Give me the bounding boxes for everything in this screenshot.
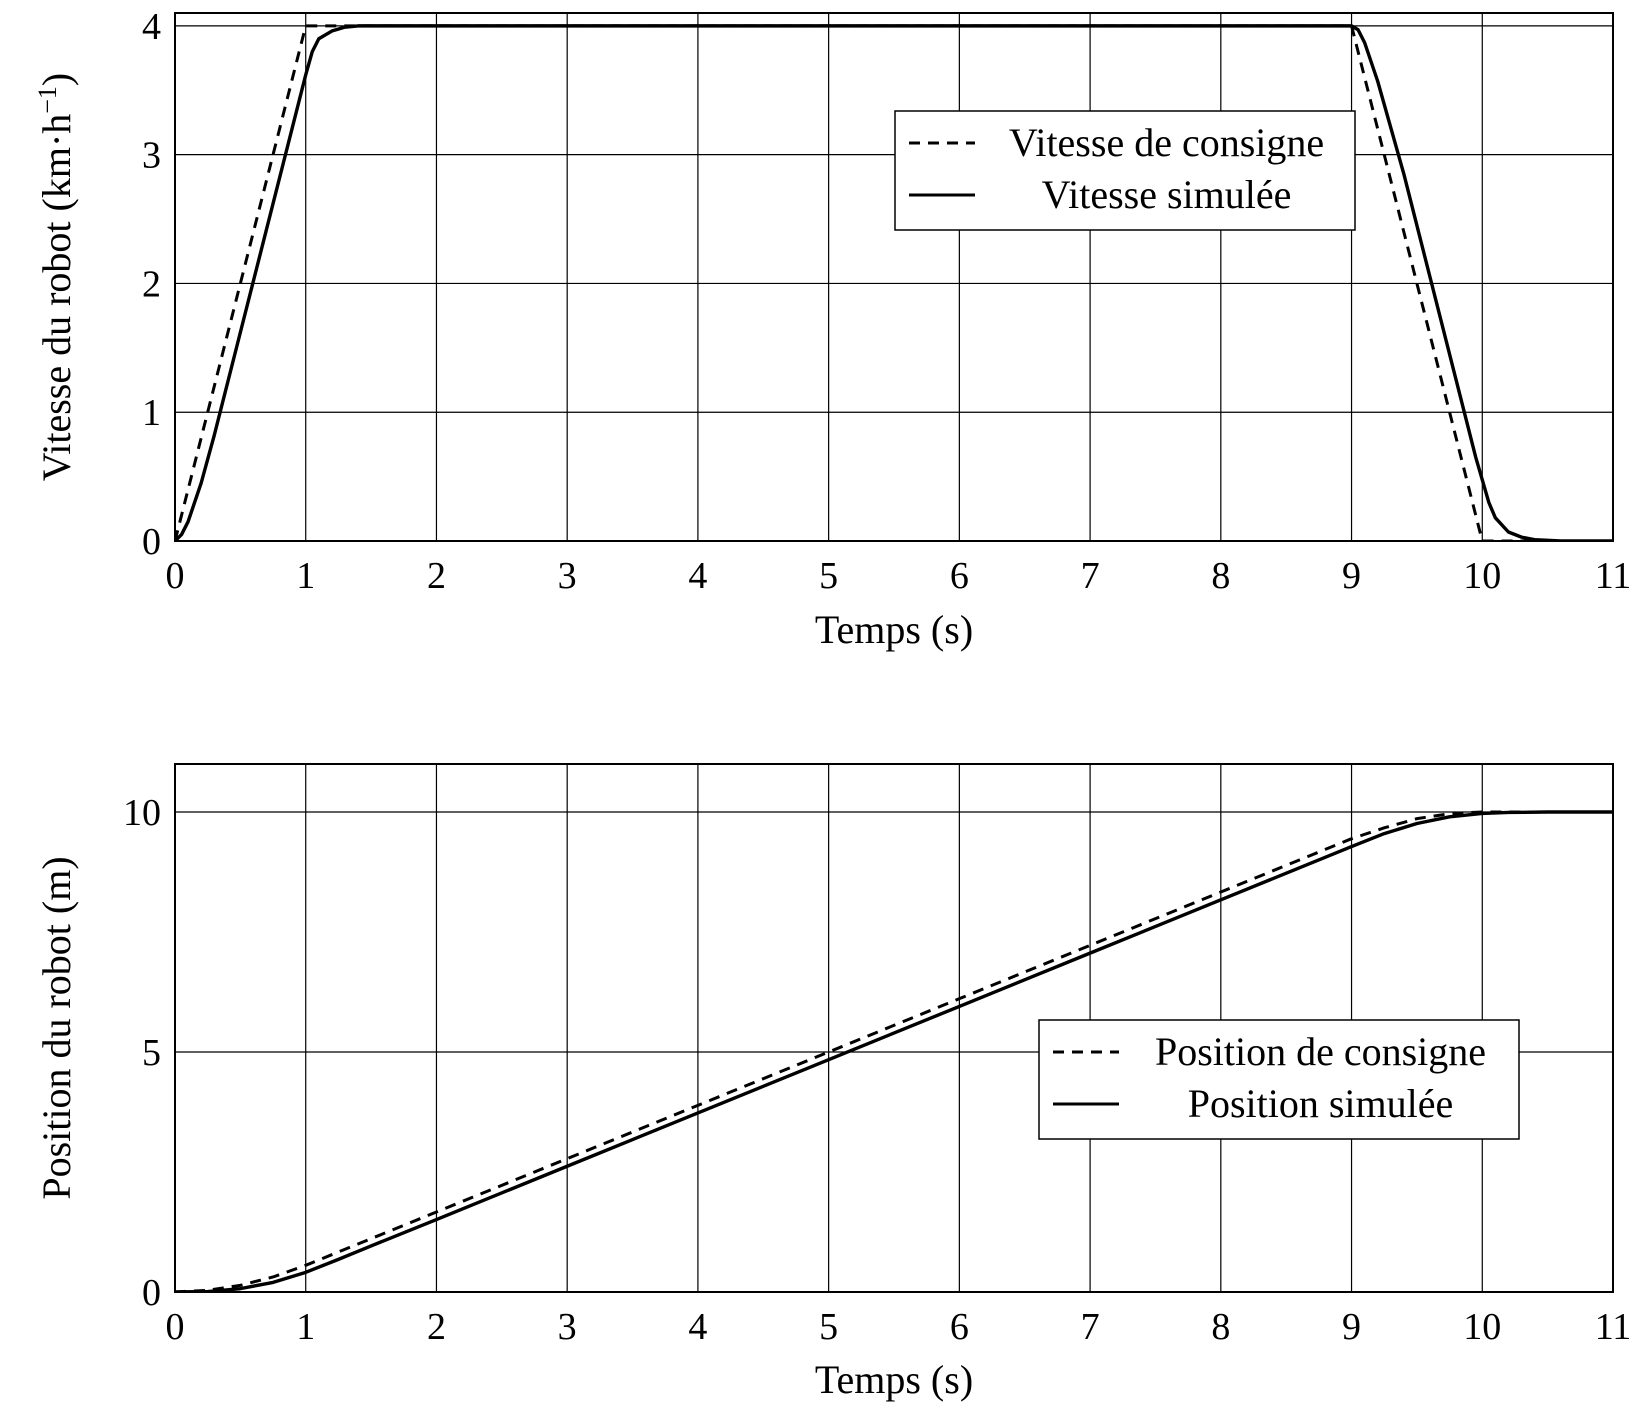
position-x-ticks: 0 1 2 3 4 5 6 7 8 9 10 11	[166, 1306, 1632, 1348]
x-tick-label: 1	[296, 555, 315, 597]
x-tick-label: 4	[688, 555, 707, 597]
velocity-legend: Vitesse de consigne Vitesse simulée	[894, 110, 1356, 231]
position-chart: 0 1 2 3 4 5 6 7 8 9 10 11 0 5 10 Temps (s) Position d…	[34, 763, 1632, 1402]
velocity-series	[175, 24, 1613, 541]
velocity-grid	[174, 13, 1614, 542]
x-tick-label: 11	[1595, 555, 1632, 597]
x-tick-label: 0	[166, 555, 185, 597]
velocity-legend-label-simulee: Vitesse simulée	[1042, 172, 1292, 217]
position-x-axis-title: Temps (s)	[815, 1357, 973, 1402]
x-tick-label: 6	[950, 555, 969, 597]
x-tick-label: 8	[1211, 1306, 1230, 1348]
x-tick-label: 6	[950, 1306, 969, 1348]
x-tick-label: 10	[1463, 555, 1501, 597]
x-tick-label: 2	[427, 1306, 446, 1348]
x-tick-label: 11	[1595, 1306, 1632, 1348]
x-tick-label: 7	[1081, 555, 1100, 597]
x-tick-label: 9	[1342, 1306, 1361, 1348]
velocity-legend-label-consigne: Vitesse de consigne	[1009, 120, 1324, 165]
x-tick-label: 7	[1081, 1306, 1100, 1348]
velocity-y-axis-title-main: Vitesse du robot (km·h	[34, 114, 79, 482]
y-tick-label: 10	[123, 792, 161, 834]
y-tick-label: 4	[142, 6, 161, 48]
velocity-x-ticks: 0 1 2 3 4 5 6 7 8 9 10 11	[166, 555, 1632, 597]
y-tick-label: 0	[142, 1272, 161, 1314]
position-legend-label-simulee: Position simulée	[1188, 1081, 1454, 1126]
x-tick-label: 4	[688, 1306, 707, 1348]
simulee-series-line	[175, 24, 1613, 541]
position-y-ticks: 0 5 10	[123, 792, 161, 1314]
velocity-x-axis-title: Temps (s)	[815, 607, 973, 652]
x-tick-label: 5	[819, 1306, 838, 1348]
x-tick-label: 3	[558, 555, 577, 597]
y-tick-label: 2	[142, 263, 161, 305]
velocity-chart: 0 1 2 3 4 5 6 7 8 9 10 11 0 1 2 3 4 Temps (s) Vitesse d…	[33, 6, 1631, 652]
x-tick-label: 0	[166, 1306, 185, 1348]
x-tick-label: 9	[1342, 555, 1361, 597]
y-tick-label: 5	[142, 1032, 161, 1074]
position-legend-box	[1038, 1019, 1520, 1140]
x-tick-label: 2	[427, 555, 446, 597]
x-tick-label: 10	[1463, 1306, 1501, 1348]
position-plot-frame	[174, 763, 1614, 1293]
position-legend: Position de consigne Position simulée	[1038, 1019, 1520, 1140]
y-tick-label: 0	[142, 521, 161, 563]
simulee-series-line	[175, 810, 1613, 1292]
velocity-plot-frame	[174, 12, 1614, 542]
x-tick-label: 8	[1211, 555, 1230, 597]
velocity-y-axis-title: Vitesse du robot (km·h−1)	[33, 73, 79, 482]
x-tick-label: 5	[819, 555, 838, 597]
position-series	[175, 810, 1613, 1292]
velocity-legend-box	[894, 110, 1356, 231]
position-y-axis-title: Position du robot (m)	[34, 856, 79, 1199]
x-tick-label: 1	[296, 1306, 315, 1348]
position-legend-label-consigne: Position de consigne	[1155, 1029, 1486, 1074]
y-tick-label: 1	[142, 392, 161, 434]
x-tick-label: 3	[558, 1306, 577, 1348]
consigne-series-line	[175, 810, 1613, 1292]
y-tick-label: 3	[142, 135, 161, 177]
velocity-y-axis-title-close: )	[34, 73, 79, 86]
velocity-y-axis-title-exponent: −1	[33, 86, 62, 114]
velocity-y-ticks: 0 1 2 3 4	[142, 6, 161, 563]
